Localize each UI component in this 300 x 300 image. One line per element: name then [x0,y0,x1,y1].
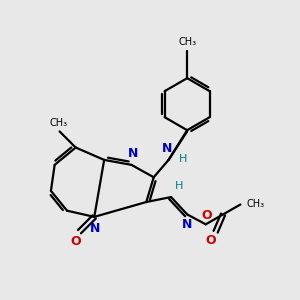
Text: O: O [70,236,81,248]
Text: H: H [175,181,183,191]
Text: H: H [178,154,187,164]
Text: CH₃: CH₃ [49,118,68,128]
Text: N: N [182,218,192,231]
Text: CH₃: CH₃ [247,200,265,209]
Text: N: N [162,142,172,155]
Text: N: N [128,147,138,160]
Text: O: O [202,209,212,222]
Text: CH₃: CH₃ [178,37,196,47]
Text: N: N [90,222,101,235]
Text: O: O [206,234,216,247]
